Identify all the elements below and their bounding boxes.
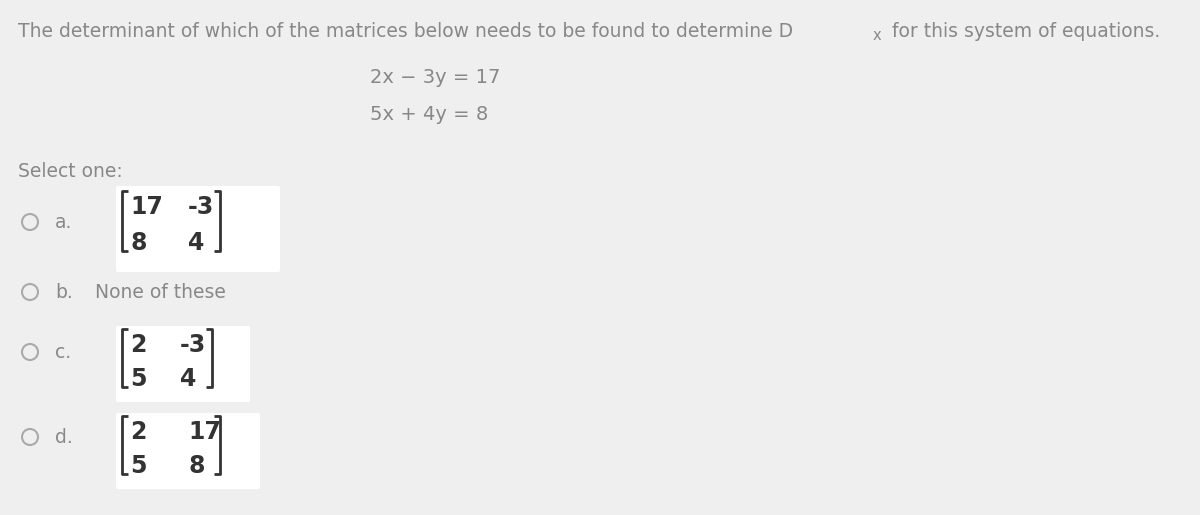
Text: 4: 4 xyxy=(180,367,197,391)
Text: 2: 2 xyxy=(130,420,146,444)
Text: 5: 5 xyxy=(130,367,146,391)
Text: -3: -3 xyxy=(188,195,215,219)
Text: for this system of equations.: for this system of equations. xyxy=(886,22,1160,41)
Text: -3: -3 xyxy=(180,333,206,357)
Text: None of these: None of these xyxy=(95,283,226,302)
Text: d.: d. xyxy=(55,428,73,447)
Text: 2x − 3y = 17: 2x − 3y = 17 xyxy=(370,68,500,87)
FancyBboxPatch shape xyxy=(116,326,250,402)
Text: b.: b. xyxy=(55,283,73,302)
Text: c.: c. xyxy=(55,343,71,362)
Text: x: x xyxy=(874,28,882,43)
Text: 5: 5 xyxy=(130,454,146,478)
Text: Select one:: Select one: xyxy=(18,162,122,181)
Text: 17: 17 xyxy=(188,420,221,444)
Text: 17: 17 xyxy=(130,195,163,219)
Text: 8: 8 xyxy=(188,454,204,478)
Text: 4: 4 xyxy=(188,231,204,255)
Text: 2: 2 xyxy=(130,333,146,357)
Text: a.: a. xyxy=(55,213,72,232)
Text: 8: 8 xyxy=(130,231,146,255)
Text: 5x + 4y = 8: 5x + 4y = 8 xyxy=(370,105,488,124)
FancyBboxPatch shape xyxy=(116,186,280,272)
FancyBboxPatch shape xyxy=(116,413,260,489)
Text: The determinant of which of the matrices below needs to be found to determine D: The determinant of which of the matrices… xyxy=(18,22,793,41)
